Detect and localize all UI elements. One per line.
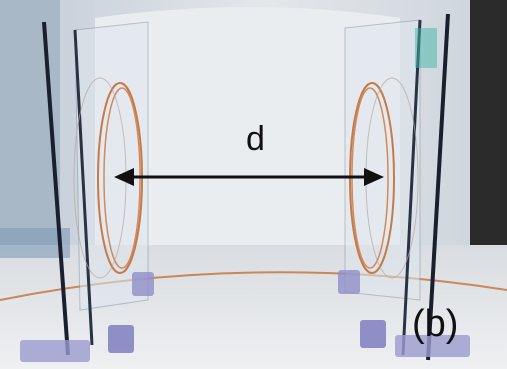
left-panel-edge-inner — [73, 29, 94, 346]
distance-label: d — [246, 120, 265, 158]
left-base — [20, 340, 90, 362]
distance-arrow-right-head — [364, 168, 384, 186]
right-panel-tag — [415, 28, 437, 68]
left-foot-front — [108, 325, 134, 353]
right-foot-back — [338, 270, 360, 294]
right-panel-edge-inner — [401, 19, 422, 356]
cable — [0, 271, 507, 301]
left-panel-edge-outer — [42, 21, 70, 356]
right-panel-edge-outer — [426, 13, 450, 361]
white-board — [95, 7, 400, 262]
distance-arrow-left-head — [114, 168, 134, 186]
right-base — [395, 335, 470, 357]
left-foot-back — [132, 272, 154, 296]
panel-label: (b) — [412, 303, 459, 345]
right-foot-front — [360, 320, 386, 348]
right-dark-edge — [470, 0, 507, 290]
